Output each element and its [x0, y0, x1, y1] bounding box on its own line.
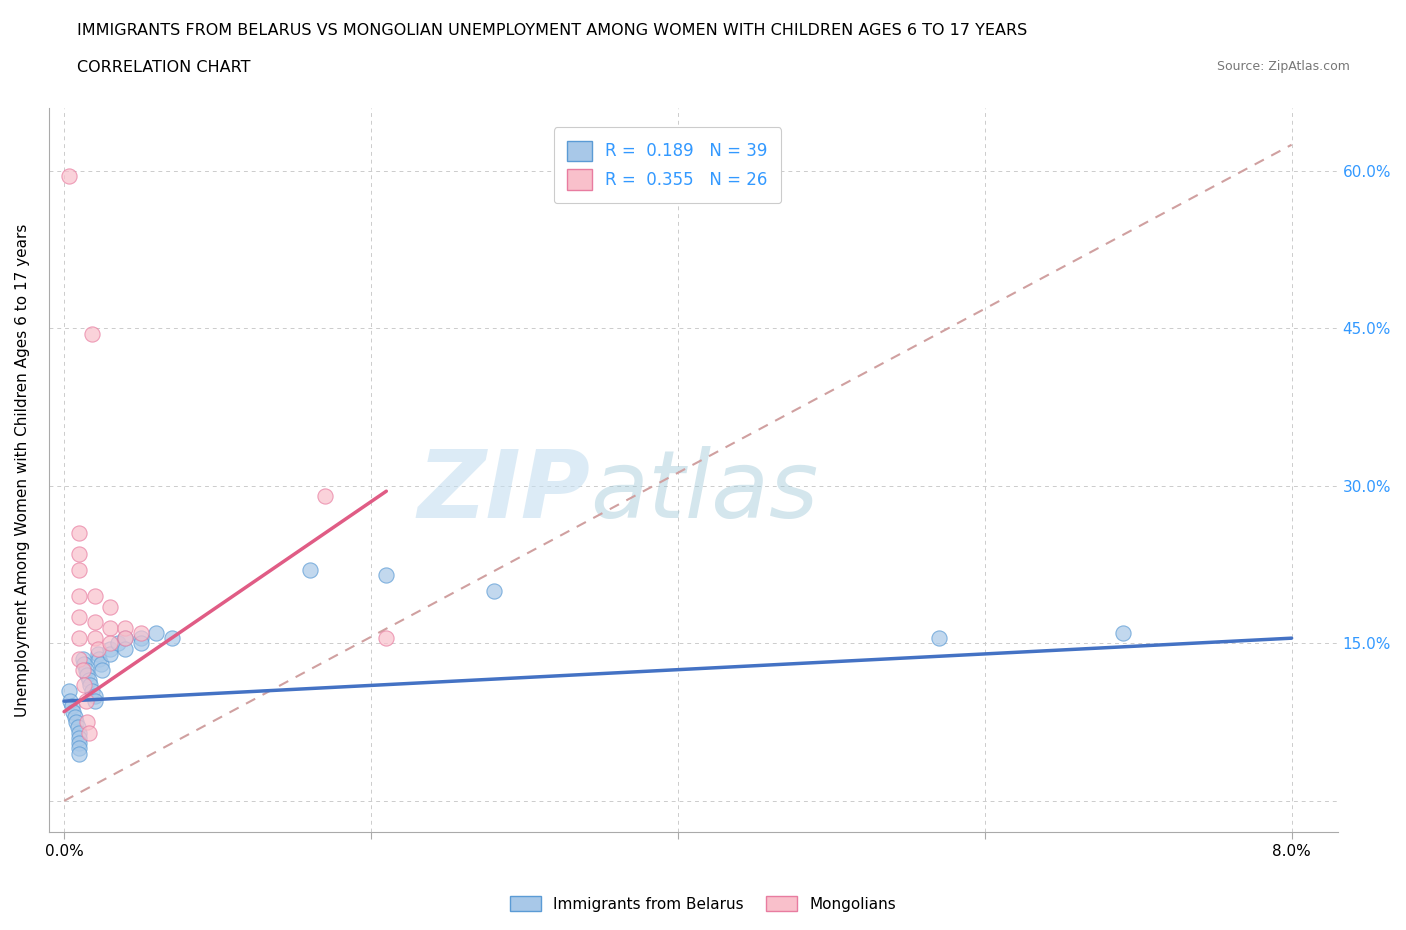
Text: Source: ZipAtlas.com: Source: ZipAtlas.com [1216, 60, 1350, 73]
Point [59, 694, 82, 709]
Point [72, 652, 94, 667]
Legend: Immigrants from Belarus, Mongolians: Immigrants from Belarus, Mongolians [503, 889, 903, 918]
Point [98, 646, 121, 661]
Point [77, 672, 100, 687]
Point [114, 631, 136, 645]
Point [67, 741, 90, 756]
Point [114, 641, 136, 656]
Point [314, 489, 336, 504]
Point [114, 631, 136, 645]
Point [67, 610, 90, 625]
Point [375, 567, 398, 582]
Point [67, 746, 90, 761]
Point [83, 589, 105, 604]
Point [375, 631, 398, 645]
Point [80, 684, 103, 698]
Point [83, 688, 105, 703]
Point [62, 704, 84, 719]
Point [298, 563, 321, 578]
Point [79, 678, 101, 693]
Point [60, 699, 83, 714]
Legend: R =  0.189   N = 39, R =  0.355   N = 26: R = 0.189 N = 39, R = 0.355 N = 26 [554, 127, 782, 203]
Point [67, 725, 90, 740]
Point [73, 678, 96, 693]
Text: ZIP: ZIP [418, 445, 591, 538]
Point [928, 631, 950, 645]
Point [58, 169, 80, 184]
Point [77, 725, 100, 740]
Point [76, 668, 98, 683]
Point [65, 715, 87, 730]
Point [1112, 626, 1135, 641]
Point [114, 620, 136, 635]
Point [89, 652, 111, 667]
Point [67, 736, 90, 751]
Point [58, 684, 80, 698]
Point [91, 662, 114, 677]
Text: atlas: atlas [591, 446, 818, 538]
Point [98, 620, 121, 635]
Point [80, 326, 103, 341]
Point [67, 525, 90, 540]
Point [90, 657, 112, 671]
Y-axis label: Unemployment Among Women with Children Ages 6 to 17 years: Unemployment Among Women with Children A… [15, 223, 30, 717]
Point [75, 694, 97, 709]
Point [67, 652, 90, 667]
Point [129, 636, 152, 651]
Point [145, 626, 167, 641]
Point [75, 662, 97, 677]
Point [129, 626, 152, 641]
Point [67, 563, 90, 578]
Point [98, 636, 121, 651]
Point [98, 641, 121, 656]
Point [83, 615, 105, 630]
Point [66, 720, 89, 735]
Point [87, 646, 110, 661]
Text: IMMIGRANTS FROM BELARUS VS MONGOLIAN UNEMPLOYMENT AMONG WOMEN WITH CHILDREN AGES: IMMIGRANTS FROM BELARUS VS MONGOLIAN UNE… [77, 23, 1028, 38]
Text: CORRELATION CHART: CORRELATION CHART [77, 60, 250, 75]
Point [73, 657, 96, 671]
Point [67, 589, 90, 604]
Point [76, 715, 98, 730]
Point [160, 631, 183, 645]
Point [72, 662, 94, 677]
Point [67, 730, 90, 745]
Point [83, 631, 105, 645]
Point [129, 631, 152, 645]
Point [83, 694, 105, 709]
Point [107, 636, 129, 651]
Point [67, 547, 90, 562]
Point [63, 710, 86, 724]
Point [67, 631, 90, 645]
Point [98, 599, 121, 614]
Point [87, 641, 110, 656]
Point [482, 583, 505, 598]
